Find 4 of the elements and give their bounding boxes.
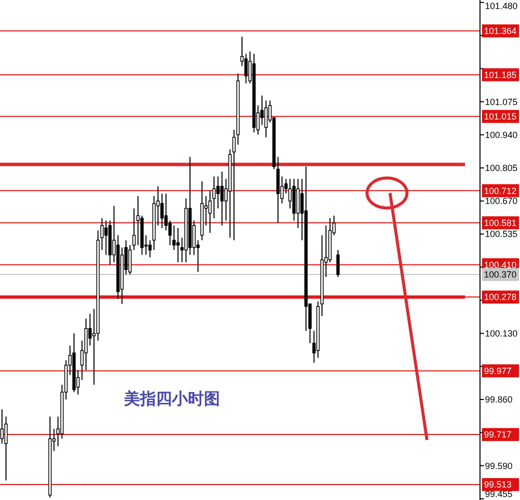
ref-line-label: 99.717 <box>484 430 512 440</box>
ref-line-label: 99.513 <box>484 480 512 490</box>
annotation: 美指四小时图 <box>124 391 220 408</box>
ref-line-label: 99.977 <box>484 366 512 376</box>
